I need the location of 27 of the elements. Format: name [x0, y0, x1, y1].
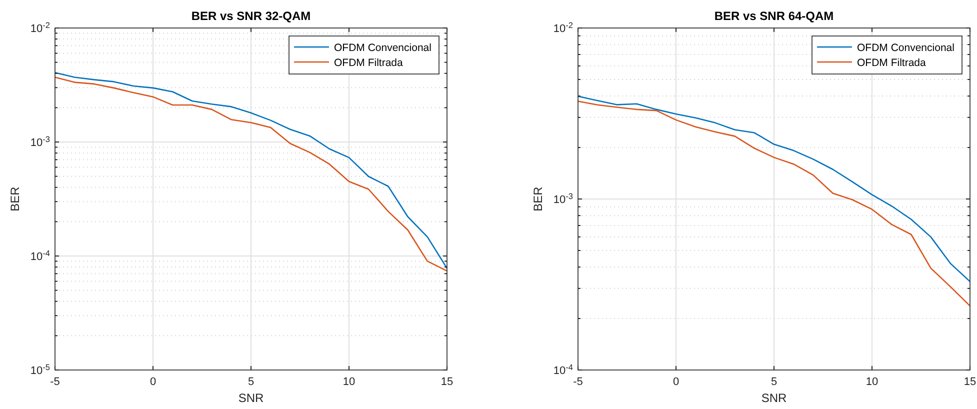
legend-label: OFDM Convencional — [857, 42, 954, 54]
x-tick-label: 0 — [150, 376, 156, 388]
y-tick-label: 10$^{-4}$ — [30, 248, 50, 263]
y-tick-label: 10$^{-3}$ — [30, 134, 50, 149]
y-axis-title: BER — [531, 186, 545, 212]
y-axis-title: BER — [8, 186, 22, 212]
legend-label: OFDM Filtrada — [334, 57, 403, 69]
chart-title: BER vs SNR 64-QAM — [714, 9, 834, 23]
chart-title: BER vs SNR 32-QAM — [191, 9, 311, 23]
x-tick-label: -5 — [50, 376, 60, 388]
x-tick-label: 5 — [248, 376, 254, 388]
y-tick-label: 10$^{-2}$ — [553, 20, 574, 35]
x-tick-label: 5 — [770, 376, 778, 388]
x-axis-title: SNR — [238, 391, 264, 405]
x-tick-label: 15 — [964, 376, 976, 388]
x-axis-title: SNR — [761, 391, 787, 405]
x-tick-label: 0 — [672, 376, 680, 388]
legend-label: OFDM Filtrada — [857, 57, 926, 69]
x-tick-label: 10 — [342, 376, 356, 388]
x-tick-label: 10 — [866, 376, 878, 388]
legend-label: OFDM Convencional — [334, 42, 432, 54]
y-tick-label: 10$^{-4}$ — [553, 362, 574, 377]
y-tick-label: 10$^{-2}$ — [30, 20, 50, 35]
y-tick-label: 10$^{-5}$ — [30, 362, 50, 377]
x-tick-label: 15 — [440, 376, 454, 388]
y-tick-label: 10$^{-3}$ — [553, 192, 574, 206]
x-tick-label: -5 — [573, 376, 583, 388]
